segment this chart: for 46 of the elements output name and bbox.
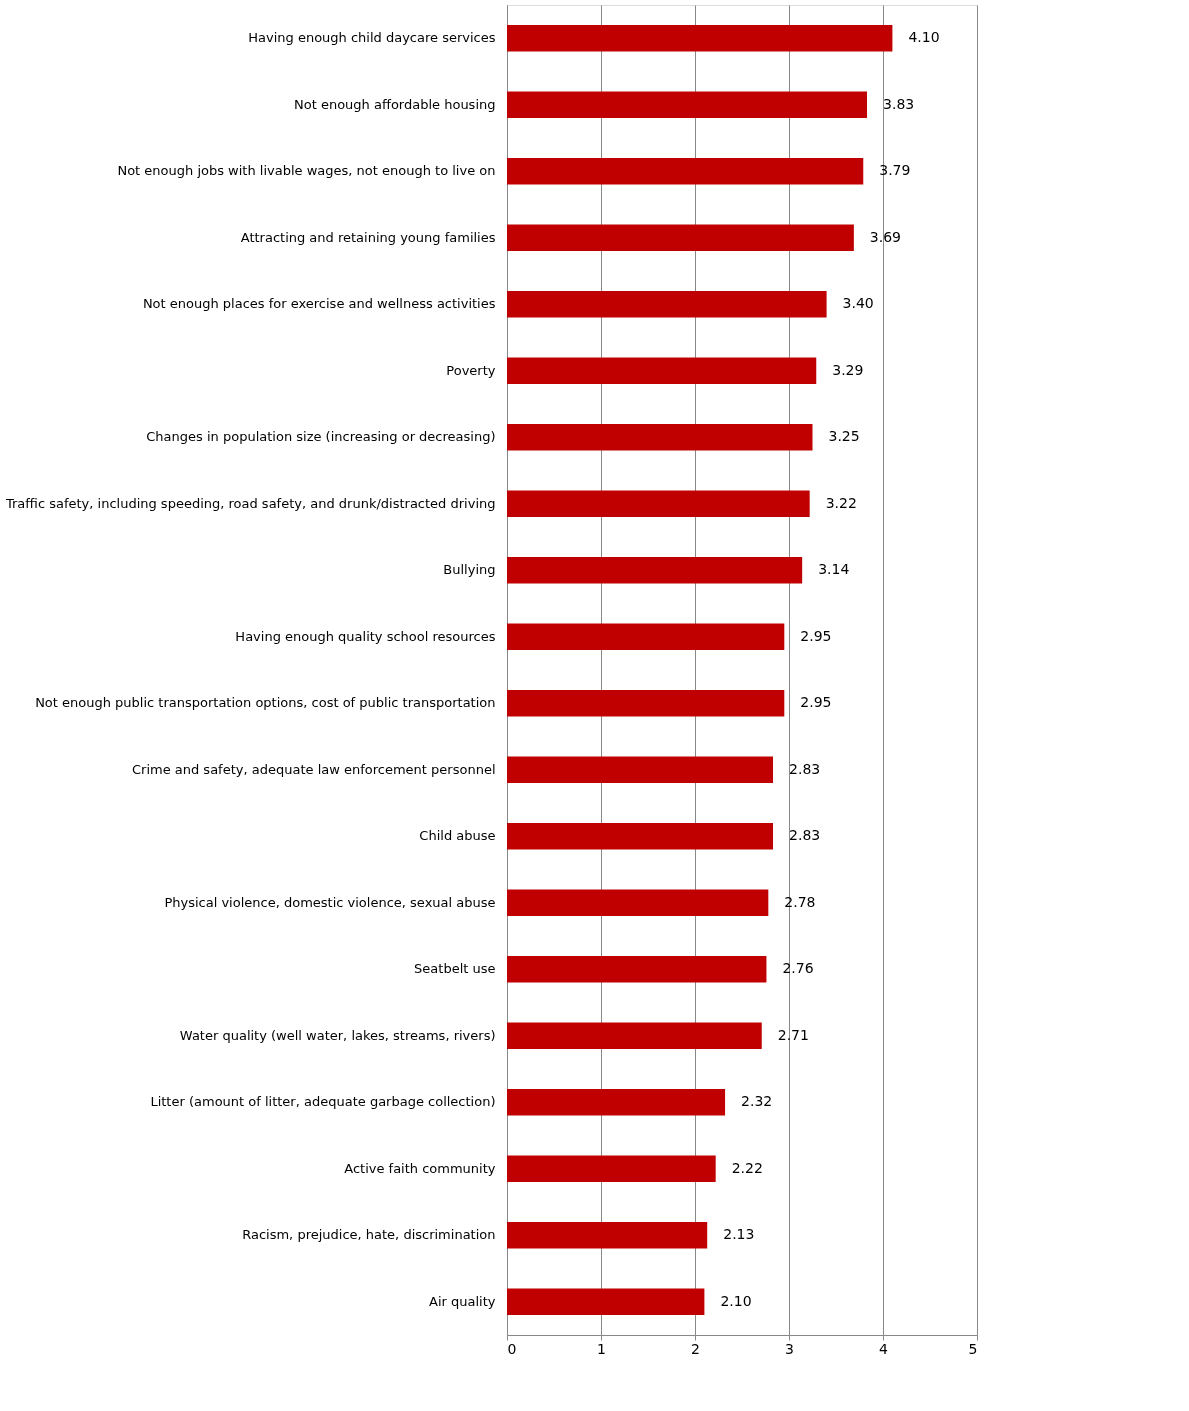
data-label: 2.95 <box>800 627 832 644</box>
data-label: 2.10 <box>720 1292 752 1309</box>
y-tick-label: Child abuse <box>419 828 496 844</box>
y-tick-label: Water quality (well water, lakes, streams, rivers) <box>179 1027 496 1043</box>
data-label: 3.83 <box>883 95 915 112</box>
x-tick-label: 1 <box>597 1340 606 1357</box>
data-label: 4.10 <box>908 29 940 46</box>
data-label: 3.14 <box>818 561 850 578</box>
y-tick-label: Having enough child daycare services <box>248 30 496 46</box>
x-tick-label: 5 <box>968 1340 978 1357</box>
y-tick-label: Air quality <box>429 1293 496 1309</box>
y-tick-label: Litter (amount of litter, adequate garbage collection) <box>150 1094 496 1110</box>
data-label: 2.71 <box>777 1026 809 1043</box>
y-tick-label: Changes in population size (increasing or decreasing) <box>146 429 496 445</box>
data-label: 3.25 <box>828 428 860 445</box>
data-label: 3.40 <box>842 295 874 312</box>
y-tick-label: Attracting and retaining young families <box>240 229 496 245</box>
x-tick-label: 2 <box>691 1340 700 1357</box>
y-tick-label: Traffic safety, including speeding, road safety, and drunk/distracted driving <box>4 495 496 511</box>
x-tick-label: 3 <box>785 1340 794 1357</box>
y-tick-label: Having enough quality school resources <box>235 628 496 644</box>
data-label: 3.79 <box>879 162 911 179</box>
data-label: 3.69 <box>869 228 902 245</box>
y-tick-label: Poverty <box>446 362 496 378</box>
y-tick-label: Bullying <box>443 562 496 578</box>
x-tick-label: 0 <box>507 1340 517 1357</box>
y-tick-label: Not enough places for exercise and wellness activities <box>142 296 496 312</box>
y-tick-label: Racism, prejudice, hate, discrimination <box>242 1227 496 1243</box>
y-tick-label: Seatbelt use <box>414 961 496 977</box>
y-tick-label: Not enough affordable housing <box>294 96 496 112</box>
data-label: 3.22 <box>825 494 857 511</box>
y-tick-label: Crime and safety, adequate law enforcement personnel <box>131 761 496 777</box>
y-tick-label: Physical violence, domestic violence, sexual abuse <box>164 894 496 910</box>
y-tick-label: Active faith community <box>344 1160 496 1176</box>
data-label: 2.22 <box>731 1159 763 1176</box>
data-label: 2.83 <box>789 760 821 777</box>
data-label: 2.95 <box>800 694 832 711</box>
data-label: 2.13 <box>723 1226 755 1243</box>
data-label: 3.29 <box>832 361 864 378</box>
data-label: 2.83 <box>789 827 821 844</box>
x-tick-label: 4 <box>879 1340 889 1357</box>
data-label: 2.78 <box>784 893 816 910</box>
y-tick-label: Not enough public transportation options, cost of public transportation <box>35 695 496 711</box>
data-label: 2.32 <box>741 1093 773 1110</box>
y-tick-label: Not enough jobs with livable wages, not enough to live on <box>117 163 496 179</box>
data-label: 2.76 <box>782 960 814 977</box>
